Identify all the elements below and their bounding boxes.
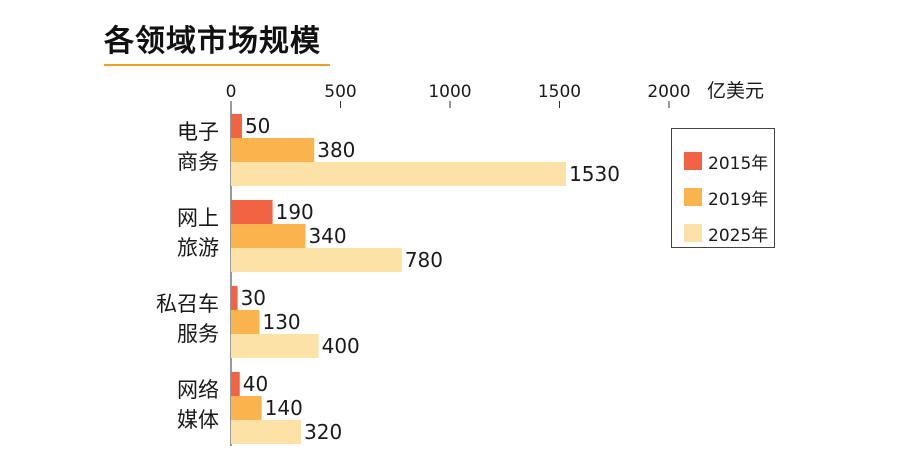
- legend-label-2019: 2019年: [708, 189, 769, 210]
- bar-value-label: 130: [262, 310, 300, 334]
- bar-value-label: 780: [405, 248, 443, 272]
- bar-value-label: 340: [308, 224, 346, 248]
- legend-label-2015: 2015年: [708, 153, 769, 174]
- legend-item-2025: 2025年: [672, 215, 774, 251]
- bar-value-label: 400: [322, 334, 360, 358]
- bar: [231, 138, 315, 162]
- bar-value-label: 140: [265, 396, 303, 420]
- axis-unit-label: 亿美元: [707, 80, 764, 102]
- bar: [231, 114, 242, 138]
- category-label: 私召车: [156, 292, 219, 316]
- bar-value-label: 40: [243, 372, 268, 396]
- bar: [231, 224, 306, 248]
- legend-swatch-2025: [684, 224, 702, 242]
- legend-swatch-2015: [684, 152, 702, 170]
- category-label: 网上: [177, 206, 219, 230]
- legend-item-2019: 2019年: [672, 179, 774, 215]
- bar: [231, 334, 319, 358]
- bar: [231, 396, 262, 420]
- bar-value-label: 30: [241, 286, 266, 310]
- bar: [231, 200, 273, 224]
- bar: [231, 286, 238, 310]
- x-tick-label: 0: [226, 82, 237, 102]
- x-tick-label: 1000: [428, 82, 471, 102]
- chart-title: 各领域市场规模: [104, 24, 321, 59]
- bar: [231, 420, 302, 444]
- bar-value-label: 50: [245, 114, 270, 138]
- bar-value-label: 1530: [569, 162, 620, 186]
- title-underline: [104, 64, 330, 66]
- bar: [231, 248, 402, 272]
- bar: [231, 162, 567, 186]
- x-tick-label: 2000: [647, 82, 690, 102]
- bar: [231, 372, 240, 396]
- bar-value-label: 320: [304, 420, 342, 444]
- category-label: 网络: [177, 378, 219, 402]
- legend-swatch-2019: [684, 188, 702, 206]
- bar: [231, 310, 260, 334]
- x-tick-label: 1500: [538, 82, 581, 102]
- legend-item-2015: 2015年: [672, 143, 774, 179]
- category-label: 服务: [177, 322, 219, 346]
- bar-value-label: 190: [276, 200, 314, 224]
- category-label: 电子: [177, 120, 219, 144]
- category-label: 商务: [177, 150, 219, 174]
- x-tick-label: 500: [324, 82, 356, 102]
- legend: 2015年 2019年 2025年: [671, 128, 775, 248]
- bar-value-label: 380: [317, 138, 355, 162]
- legend-label-2025: 2025年: [708, 225, 769, 246]
- category-label: 旅游: [177, 236, 219, 260]
- category-label: 媒体: [177, 408, 219, 432]
